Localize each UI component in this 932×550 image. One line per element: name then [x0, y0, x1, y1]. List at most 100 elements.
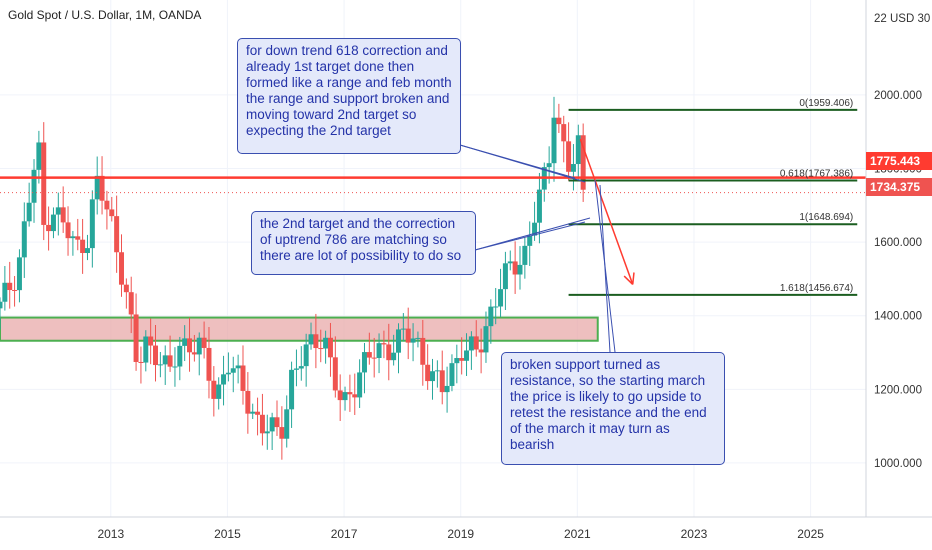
- candle-body: [84, 248, 90, 254]
- candle-body: [536, 189, 542, 223]
- projection-arrowhead: [631, 272, 635, 285]
- candle-body: [546, 163, 552, 168]
- x-tick-label-5: 2023: [681, 527, 708, 541]
- candle-body: [245, 390, 251, 414]
- candle-body: [259, 414, 265, 434]
- candle-body: [157, 364, 163, 366]
- candle-body: [172, 366, 178, 368]
- candle-body: [7, 282, 13, 291]
- candle-body: [16, 257, 22, 291]
- candle-body: [478, 349, 484, 353]
- candle-body: [274, 417, 280, 428]
- candle-body: [357, 372, 363, 398]
- note-downtrend-correction[interactable]: for down trend 618 correction and alread…: [237, 38, 461, 154]
- candle-body: [0, 301, 3, 309]
- candle-body: [235, 365, 241, 369]
- candle-body: [148, 336, 154, 346]
- candle-body: [371, 357, 377, 359]
- fib-level-label-2: 1(1648.694): [799, 212, 853, 223]
- candle-body: [405, 328, 411, 343]
- candle-body: [507, 261, 513, 264]
- candle-body: [118, 252, 124, 285]
- candle-body: [570, 164, 576, 172]
- candle-body: [12, 290, 18, 292]
- note-broken-support[interactable]: broken support turned as resistance, so …: [501, 352, 725, 465]
- candle-body: [493, 306, 499, 308]
- y-tick-label-0: 1000.000: [874, 458, 922, 470]
- candle-body: [327, 337, 333, 358]
- candle-body: [230, 368, 236, 373]
- candle-body: [221, 374, 227, 385]
- support-zone: [0, 316, 599, 342]
- candle-body: [225, 372, 231, 375]
- candle-body: [250, 411, 256, 414]
- candle-body: [498, 289, 504, 307]
- candle-body: [308, 334, 314, 345]
- candle-body: [70, 236, 76, 239]
- price-tag-red-line: 1775.443: [866, 152, 932, 170]
- candle-body: [269, 417, 275, 432]
- candle-body: [454, 358, 460, 364]
- candle-body: [216, 384, 222, 399]
- candle-body: [400, 328, 406, 330]
- candle-body: [366, 352, 372, 358]
- candle-body: [332, 357, 338, 391]
- x-tick-label-4: 2021: [564, 527, 591, 541]
- projection-arrow: [579, 138, 634, 285]
- candle-body: [342, 392, 348, 401]
- candle-body: [551, 117, 557, 164]
- candle-body: [410, 338, 416, 343]
- candle-body: [255, 411, 261, 415]
- candle-body: [483, 326, 489, 353]
- candle-body: [532, 222, 538, 236]
- candle-body: [114, 216, 120, 253]
- candle-body: [561, 124, 567, 142]
- candle-body: [318, 348, 324, 350]
- candle-body: [517, 264, 523, 275]
- candle-body: [21, 221, 27, 258]
- candle-body: [65, 222, 71, 239]
- note-connector: [474, 221, 586, 251]
- candle-body: [459, 358, 465, 361]
- candle-body: [473, 336, 479, 350]
- candle-body: [391, 352, 397, 361]
- candle-body: [303, 344, 309, 367]
- x-tick-label-6: 2025: [797, 527, 824, 541]
- candle-body: [60, 207, 66, 223]
- y-tick-label-3: 1600.000: [874, 237, 922, 249]
- x-tick-label-2: 2017: [331, 527, 358, 541]
- candle-body: [206, 347, 212, 381]
- x-tick-label-1: 2015: [214, 527, 241, 541]
- candle-body: [420, 337, 426, 365]
- price-tag-last-price: 1734.375: [866, 178, 932, 196]
- candle-body: [575, 135, 581, 165]
- candle-body: [55, 207, 61, 215]
- candle-body: [522, 245, 528, 265]
- note-second-target[interactable]: the 2nd target and the correction of upt…: [251, 211, 476, 275]
- candle-body: [415, 337, 421, 339]
- candle-body: [167, 355, 173, 367]
- candle-body: [381, 343, 387, 345]
- chart-title: Gold Spot / U.S. Dollar, 1M, OANDA: [8, 8, 202, 22]
- candle-body: [352, 394, 358, 398]
- candle-body: [104, 200, 110, 210]
- candle-body: [89, 199, 95, 249]
- candle-body: [468, 336, 474, 351]
- candle-body: [323, 337, 329, 349]
- candle-body: [123, 284, 129, 293]
- candle-body: [347, 392, 353, 395]
- candle-body: [80, 239, 86, 254]
- candle-body: [512, 261, 518, 275]
- y-tick-label-1: 1200.000: [874, 384, 922, 396]
- candle-body: [182, 338, 188, 346]
- candle-body: [26, 202, 32, 222]
- candle-body: [284, 409, 290, 439]
- candle-body: [153, 345, 159, 366]
- candle-body: [201, 337, 207, 348]
- candle-body: [196, 337, 202, 355]
- candle-body: [502, 263, 508, 290]
- candle-body: [527, 235, 533, 246]
- candle-body: [50, 214, 56, 232]
